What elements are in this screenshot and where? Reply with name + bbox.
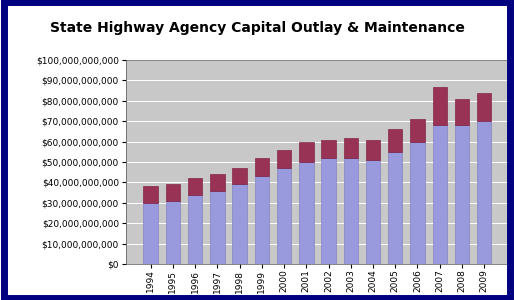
Bar bbox=[188, 178, 203, 195]
Bar bbox=[299, 162, 314, 264]
Bar bbox=[277, 168, 291, 264]
Bar bbox=[455, 99, 469, 125]
Bar bbox=[166, 201, 180, 264]
Bar bbox=[343, 137, 358, 158]
Bar bbox=[410, 119, 425, 142]
Bar bbox=[366, 140, 380, 160]
Bar bbox=[254, 158, 269, 176]
Bar bbox=[210, 174, 225, 190]
Bar bbox=[143, 203, 158, 264]
Bar bbox=[277, 150, 291, 168]
Bar bbox=[432, 86, 447, 125]
Bar bbox=[321, 158, 336, 264]
Bar bbox=[343, 158, 358, 264]
Bar bbox=[188, 195, 203, 264]
Bar bbox=[388, 152, 402, 264]
Bar bbox=[299, 142, 314, 162]
Bar bbox=[388, 129, 402, 152]
Bar bbox=[432, 125, 447, 264]
Bar bbox=[477, 121, 491, 264]
Bar bbox=[477, 93, 491, 121]
Bar bbox=[143, 187, 158, 203]
Bar bbox=[166, 184, 180, 201]
Bar bbox=[410, 142, 425, 264]
Text: State Highway Agency Capital Outlay & Maintenance: State Highway Agency Capital Outlay & Ma… bbox=[49, 21, 465, 35]
Bar bbox=[366, 160, 380, 264]
Bar bbox=[321, 140, 336, 158]
Bar bbox=[232, 168, 247, 184]
Bar bbox=[232, 184, 247, 264]
Bar bbox=[455, 125, 469, 264]
Bar bbox=[254, 176, 269, 264]
Bar bbox=[210, 190, 225, 264]
